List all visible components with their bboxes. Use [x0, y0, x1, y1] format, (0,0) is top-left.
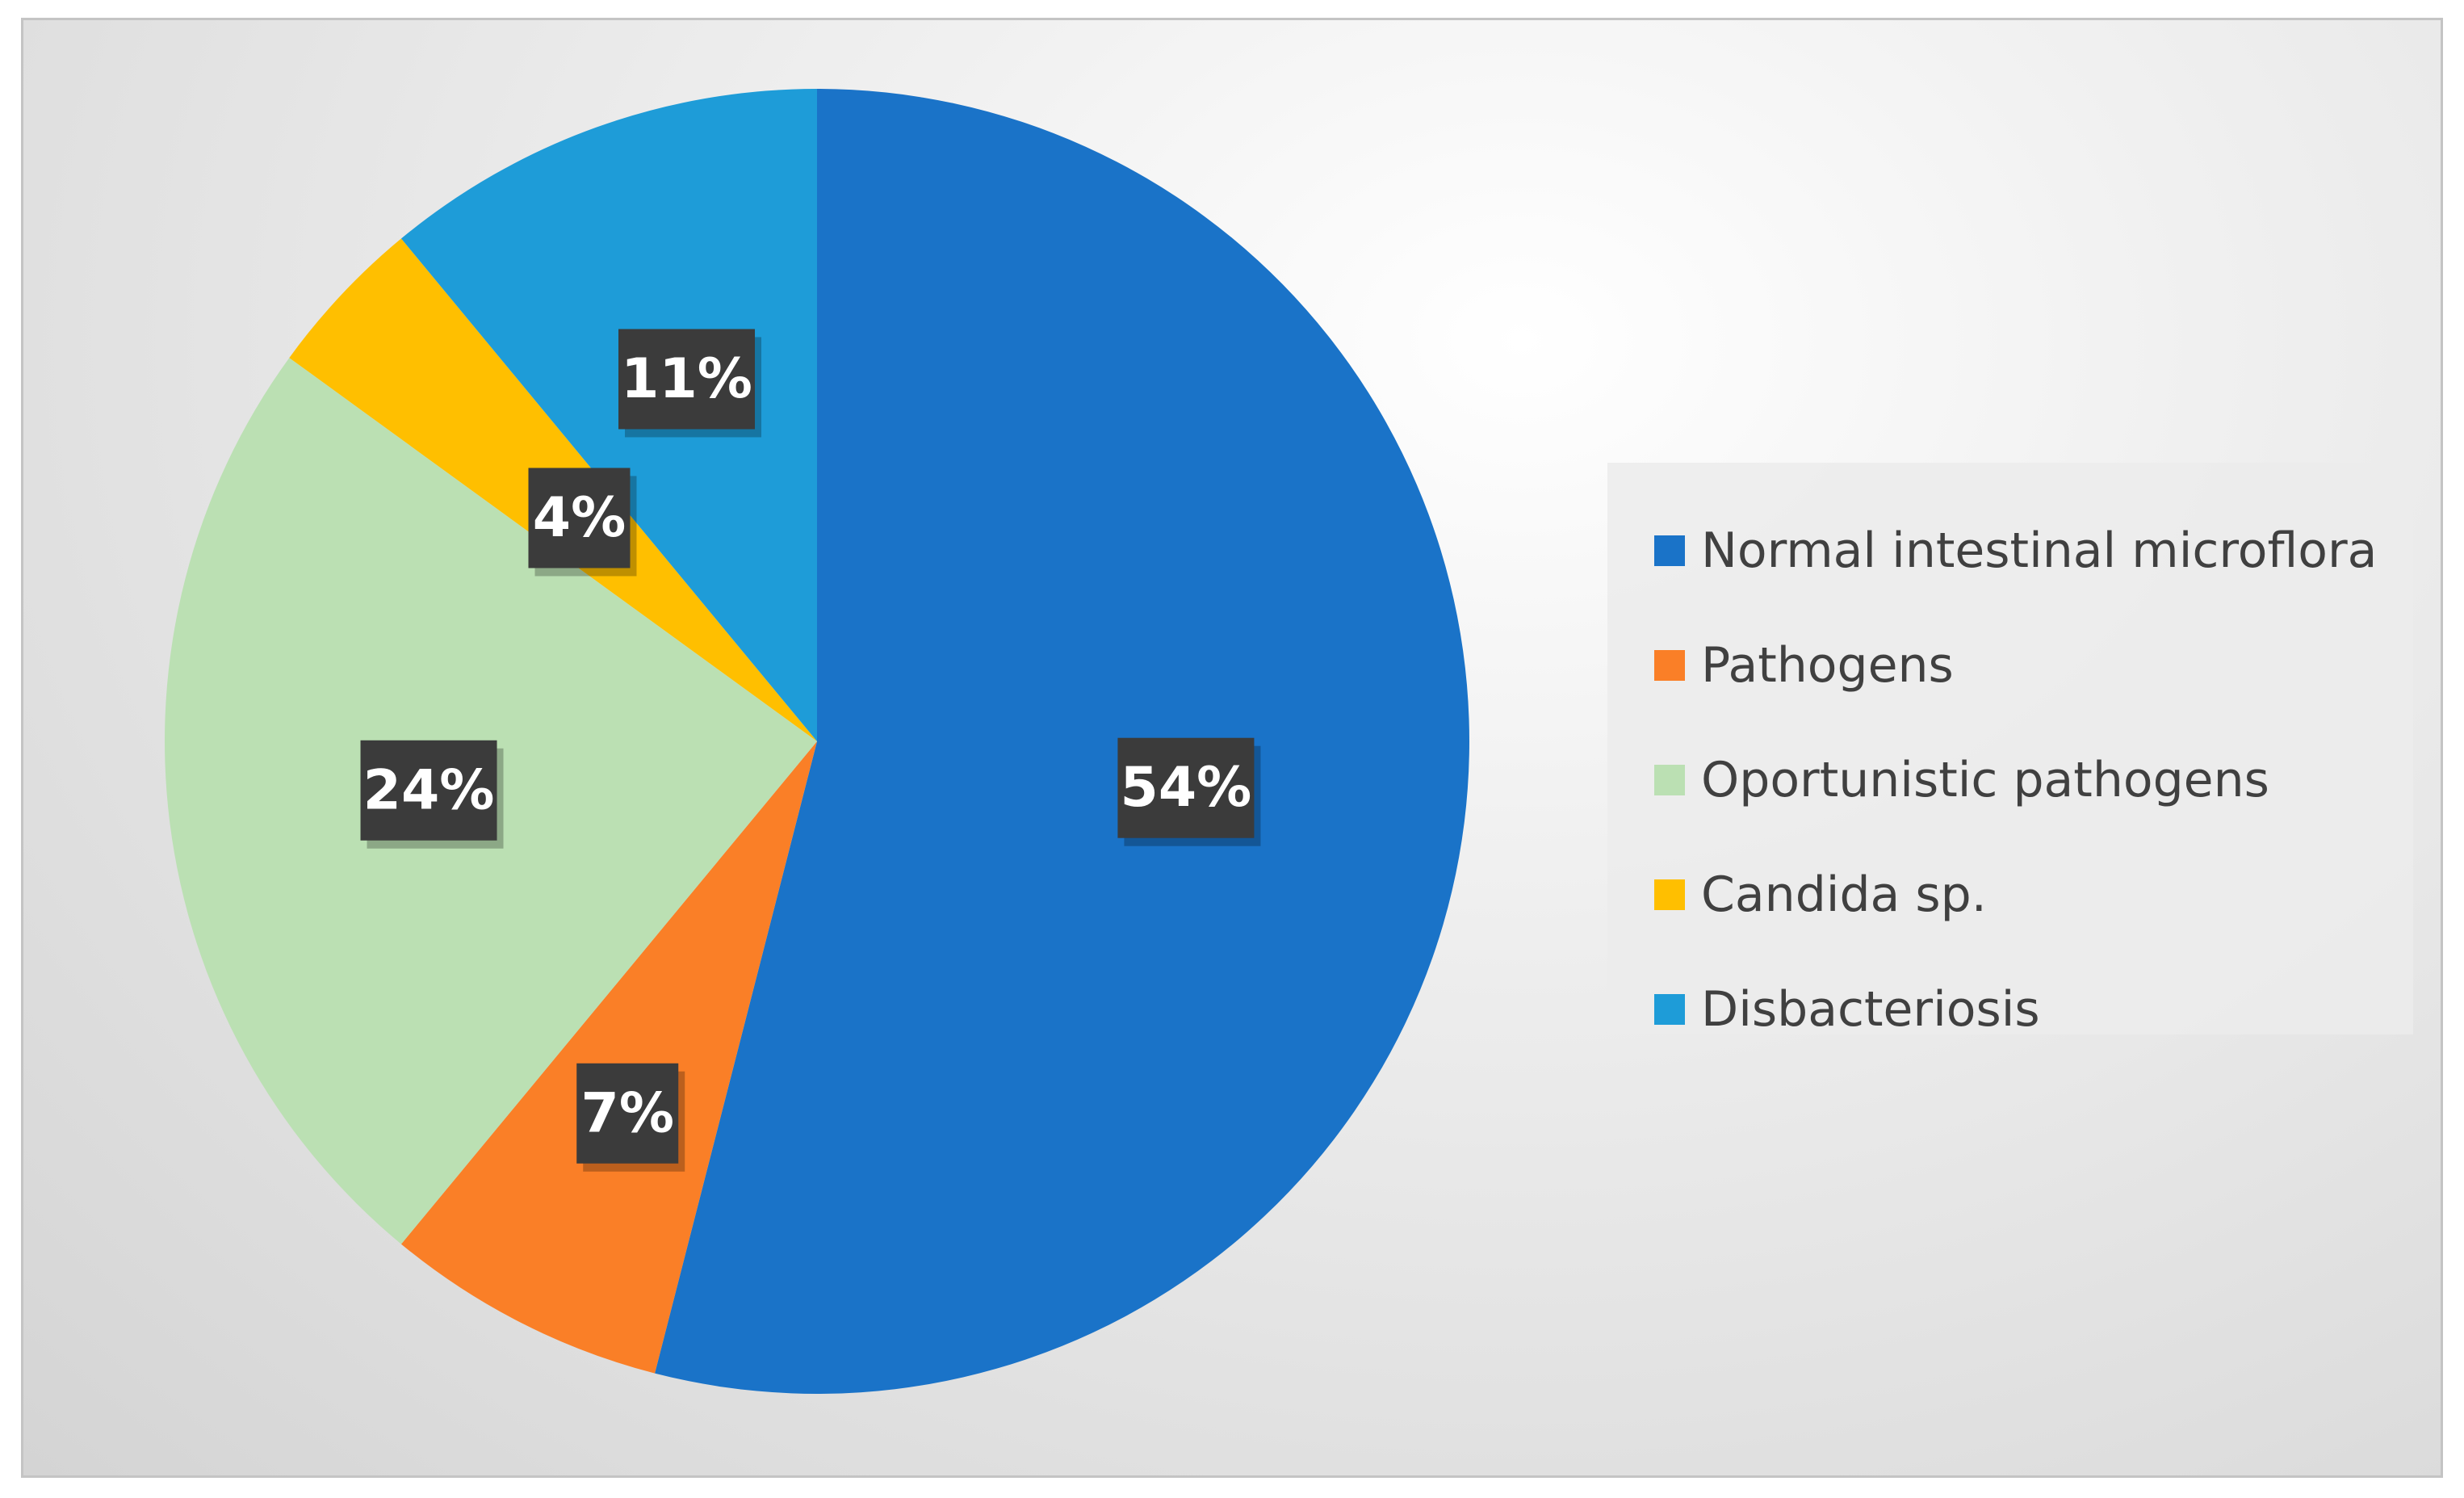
legend-item-candida-sp: Candida sp.	[1654, 837, 2413, 952]
data-label-pathogens: 7%	[576, 1063, 685, 1172]
legend-swatch	[1654, 994, 1685, 1025]
legend-swatch	[1654, 879, 1685, 910]
pie-chart: 54% 7% 24% 4% 11%	[165, 89, 1469, 1394]
legend-item-disbacteriosis: Disbacteriosis	[1654, 952, 2413, 1067]
data-label-oportunistic-pathogens: 24%	[360, 740, 504, 849]
legend: Normal intestinal microflora Pathogens O…	[1607, 463, 2413, 1038]
legend-label: Disbacteriosis	[1701, 981, 2040, 1038]
legend-item-normal-intestinal-microflora: Normal intestinal microflora	[1654, 493, 2413, 608]
data-label-box	[576, 1063, 679, 1164]
data-label-text: 4%	[533, 486, 626, 550]
data-label-box	[1117, 737, 1255, 838]
legend-swatch	[1654, 765, 1685, 795]
pie-slice-normal-intestinal-microflora	[655, 89, 1469, 1394]
legend-label: Oportunistic pathogens	[1701, 752, 2269, 808]
pie-slice-pathogens	[400, 741, 817, 1374]
legend-label: Candida sp.	[1701, 866, 1987, 923]
legend-label: Normal intestinal microflora	[1701, 522, 2378, 579]
legend-swatch	[1654, 535, 1685, 566]
data-label-box	[528, 468, 631, 569]
pie-slices	[165, 89, 1469, 1394]
legend-label: Pathogens	[1701, 637, 1954, 694]
data-labels: 54% 7% 24% 4% 11%	[360, 329, 1261, 1172]
data-label-text: 11%	[621, 347, 752, 411]
data-label-text: 7%	[581, 1081, 674, 1145]
data-label-text: 54%	[1121, 756, 1252, 820]
chart-area: 54% 7% 24% 4% 11% Normal intestinal microflo…	[21, 18, 2443, 1478]
legend-item-pathogens: Pathogens	[1654, 608, 2413, 723]
data-label-box	[360, 740, 497, 841]
legend-item-oportunistic-pathogens: Oportunistic pathogens	[1654, 723, 2413, 837]
legend-swatch	[1654, 650, 1685, 681]
data-label-box	[618, 329, 756, 430]
data-label-normal-intestinal-microflora: 54%	[1117, 737, 1261, 846]
pie-slice-disbacteriosis	[400, 89, 817, 741]
data-label-candida-sp: 4%	[528, 468, 637, 577]
data-label-text: 24%	[363, 758, 495, 822]
data-label-disbacteriosis: 11%	[618, 329, 762, 438]
